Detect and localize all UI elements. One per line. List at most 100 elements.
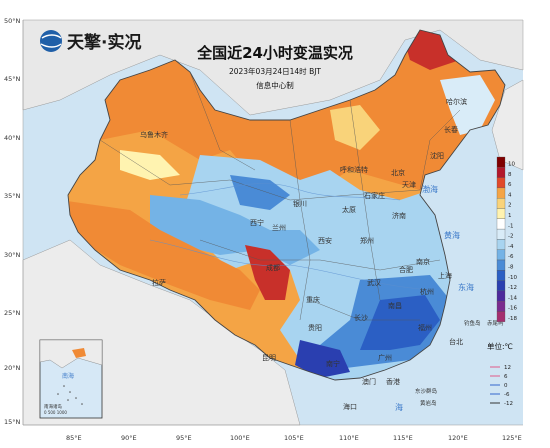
city-label: 银川 xyxy=(293,199,307,208)
logo-text: 天擎·实况 xyxy=(67,32,141,53)
city-label: 武汉 xyxy=(367,278,381,287)
legend-value: 8 xyxy=(508,172,512,178)
neighbor-land-korea xyxy=(491,79,524,171)
lat-label: 15°N xyxy=(4,418,21,426)
legend-swatch xyxy=(496,270,506,281)
city-label: 福州 xyxy=(418,323,432,332)
city-label: 石家庄 xyxy=(364,191,385,200)
lon-label: 110°E xyxy=(339,434,359,442)
legend-value: 1 xyxy=(508,213,512,219)
globe-icon xyxy=(40,30,62,52)
china-border xyxy=(67,29,506,381)
lat-label: 40°N xyxy=(4,134,21,142)
contour-value: -12 xyxy=(504,401,513,407)
legend-swatch xyxy=(496,208,506,219)
longitude-labels: 85°E 90°E 95°E 100°E 105°E 110°E 115°E 1… xyxy=(66,434,522,442)
lat-label: 45°N xyxy=(4,75,21,83)
island-label: 东沙群岛 xyxy=(415,387,438,395)
unit-label: 单位:℃ xyxy=(487,341,513,351)
legend-swatch xyxy=(496,290,506,302)
city-label: 太原 xyxy=(342,205,356,214)
city-label: 北京 xyxy=(391,168,405,177)
city-label: 南昌 xyxy=(388,301,402,310)
legend-swatch xyxy=(496,167,506,178)
legend-swatch xyxy=(496,198,506,209)
contour-value: 12 xyxy=(504,365,511,371)
inset-islands-label: 南海诸岛 xyxy=(44,403,62,410)
inset-sea-label: 南海 xyxy=(62,372,74,380)
lon-label: 85°E xyxy=(66,434,82,442)
legend-swatch xyxy=(496,228,506,240)
lat-label: 50°N xyxy=(4,17,21,25)
legend-value: -8 xyxy=(508,265,514,271)
color-legend: 10 8 6 4 2 1 -1 -2 -4 -6 -8 -10 -12 -14 -16 -18 xyxy=(496,156,517,322)
city-label: 西安 xyxy=(318,236,332,245)
city-label: 香港 xyxy=(386,377,400,386)
city-label: 郑州 xyxy=(360,237,374,245)
south-china-sea-inset: 南海 南海诸岛 0 500 1000 xyxy=(39,339,103,419)
city-label: 长沙 xyxy=(354,313,368,322)
city-label: 哈尔滨 xyxy=(446,97,467,106)
map-timestamp: 2023年03月24日14时 BJT xyxy=(229,66,321,76)
legend-swatch xyxy=(496,249,506,261)
lon-label: 105°E xyxy=(284,434,304,442)
legend-value: 6 xyxy=(508,182,512,188)
city-label: 沈阳 xyxy=(430,151,444,160)
city-label: 贵阳 xyxy=(308,323,322,332)
sea-label: 黄海 xyxy=(444,230,460,240)
contour-value: 6 xyxy=(504,374,508,380)
lat-label: 30°N xyxy=(4,251,21,259)
legend-swatch xyxy=(496,311,506,322)
rivers xyxy=(149,183,431,291)
city-label: 重庆 xyxy=(306,295,320,304)
city-label: 上海 xyxy=(438,271,452,280)
legend-value: -16 xyxy=(508,306,517,312)
lon-label: 120°E xyxy=(448,434,468,442)
city-label: 海口 xyxy=(343,402,357,411)
lon-label: 95°E xyxy=(176,434,192,442)
city-label: 济南 xyxy=(392,211,406,220)
island-labels: 钓鱼岛 赤尾屿 东沙群岛 黄岩岛 xyxy=(415,319,504,407)
city-label: 西宁 xyxy=(250,218,264,227)
legend-value: -14 xyxy=(508,295,517,301)
sea-label: 东海 xyxy=(458,282,474,292)
city-label: 长春 xyxy=(444,125,458,134)
legend-value: -4 xyxy=(508,244,514,250)
legend-swatch xyxy=(496,280,506,292)
legend-value: 4 xyxy=(508,192,512,198)
city-label: 杭州 xyxy=(420,287,434,296)
lat-label: 25°N xyxy=(4,309,21,317)
island-label: 钓鱼岛 xyxy=(464,319,481,327)
legend-value: 10 xyxy=(508,162,515,168)
sea-labels: 渤海 黄海 东海 海 xyxy=(395,184,474,412)
legend-value: -12 xyxy=(508,285,517,291)
city-label: 呼和浩特 xyxy=(340,165,368,174)
city-label: 南宁 xyxy=(326,359,340,368)
lon-label: 125°E xyxy=(502,434,522,442)
city-label: 成都 xyxy=(266,263,280,272)
city-label: 南京 xyxy=(416,257,430,266)
legend-value: -1 xyxy=(508,223,513,229)
city-label: 昆明 xyxy=(262,354,276,362)
lon-label: 100°E xyxy=(230,434,250,442)
contour-legend: 12 6 0 -6 -12 xyxy=(490,365,513,407)
sea-label: 海 xyxy=(395,402,403,412)
legend-swatch xyxy=(496,177,506,189)
city-label: 合肥 xyxy=(399,265,413,274)
legend-swatch xyxy=(496,187,506,199)
neighbor-land-north xyxy=(22,19,524,116)
city-label: 兰州 xyxy=(272,223,286,232)
legend-swatch xyxy=(496,239,506,250)
island-label: 黄岩岛 xyxy=(420,399,437,407)
city-label: 乌鲁木齐 xyxy=(140,130,168,139)
lat-label: 20°N xyxy=(4,364,21,372)
city-label: 台北 xyxy=(449,337,463,346)
province-borders xyxy=(99,71,461,321)
legend-swatch xyxy=(496,218,506,230)
city-labels: 哈尔滨 长春 沈阳 乌鲁木齐 呼和浩特 北京 天津 石家庄 济南 太原 银川 西… xyxy=(140,97,467,411)
map-title: 全国近24小时变温实况 xyxy=(196,44,353,62)
inset-scale-label: 0 500 1000 xyxy=(44,410,67,415)
city-label: 澳门 xyxy=(362,377,376,386)
legend-swatch xyxy=(496,259,506,271)
